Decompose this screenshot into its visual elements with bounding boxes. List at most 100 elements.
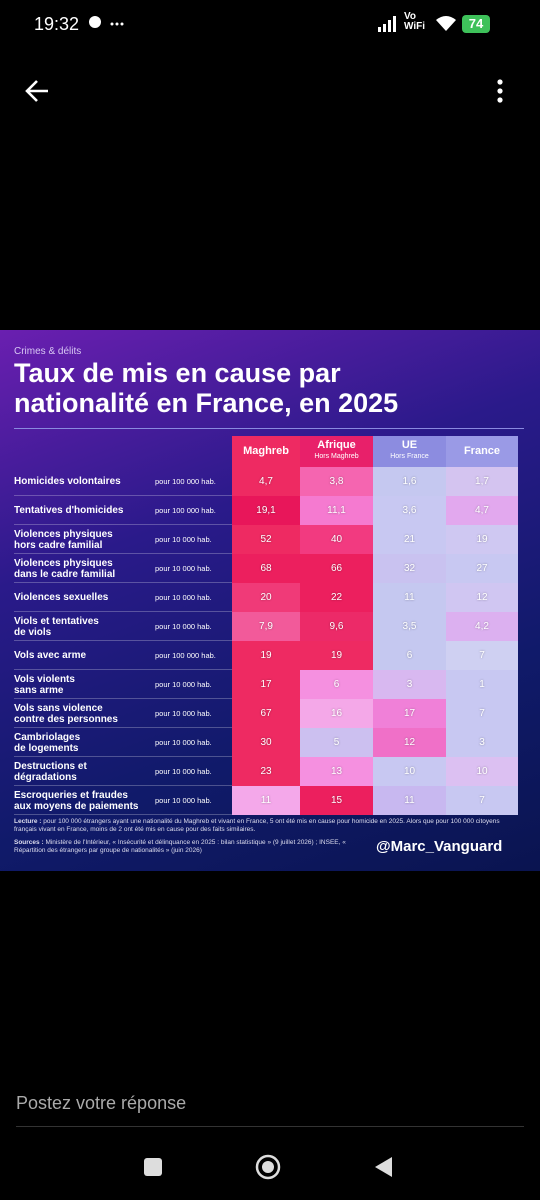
divider: [14, 428, 524, 429]
back-button[interactable]: [24, 78, 52, 104]
row-label: Viols et tentatives de viols: [14, 615, 99, 638]
row-unit: pour 100 000 hab.: [155, 506, 216, 515]
table-cell: 7,9: [232, 612, 300, 641]
row-label: Cambriolages de logements: [14, 731, 81, 754]
table-cell: 9,6: [300, 612, 373, 641]
battery: 74: [462, 15, 490, 33]
table-cell: 15: [300, 786, 373, 815]
row-label: Homicides volontaires: [14, 476, 121, 487]
table-cell: 10: [373, 757, 446, 786]
row-label: Vols avec arme: [14, 650, 87, 661]
column-name: UE: [401, 439, 418, 451]
row-label: Violences physiques dans le cadre famili…: [14, 557, 116, 580]
reading-note: Lecture : pour 100 000 étrangers ayant u…: [14, 818, 524, 834]
table-cell: 11: [232, 786, 300, 815]
column-bg: [232, 436, 300, 467]
table-cell: 10: [446, 757, 518, 786]
row-unit: pour 10 000 hab.: [155, 767, 212, 776]
table-cell: 3,6: [373, 496, 446, 525]
column-header: Afrique Hors Maghreb: [300, 436, 373, 466]
row-label: Violences physiques hors cadre familial: [14, 528, 113, 551]
row-unit: pour 10 000 hab.: [155, 680, 212, 689]
table-cell: 23: [232, 757, 300, 786]
row-label: Escroqueries et fraudes aux moyens de pa…: [14, 789, 139, 812]
table-cell: 4,2: [446, 612, 518, 641]
row-unit: pour 10 000 hab.: [155, 622, 212, 631]
back-nav-button[interactable]: [375, 1157, 392, 1177]
table-cell: 19: [446, 525, 518, 554]
table-cell: 22: [300, 583, 373, 612]
row-unit: pour 10 000 hab.: [155, 709, 212, 718]
column-header: France: [446, 436, 518, 466]
table-cell: 1: [446, 670, 518, 699]
column-subtitle: Hors Maghreb: [314, 453, 359, 460]
table-cell: 27: [446, 554, 518, 583]
column-bg: [300, 436, 373, 467]
row-unit: pour 100 000 hab.: [155, 477, 216, 486]
home-button[interactable]: [255, 1154, 281, 1180]
status-bar: 19:32 Vo WiFi 74: [0, 0, 540, 50]
sources-text: Ministère de l'Intérieur, « Insécurité e…: [14, 839, 346, 854]
sources-label: Sources :: [14, 839, 44, 846]
row-unit: pour 10 000 hab.: [155, 564, 212, 573]
row-label: Vols sans violence contre des personnes: [14, 702, 118, 725]
table-cell: 5: [300, 728, 373, 757]
table-cell: 30: [232, 728, 300, 757]
author-handle: @Marc_Vanguard: [376, 838, 503, 855]
table-cell: 17: [232, 670, 300, 699]
reply-input[interactable]: Postez votre réponse: [16, 1093, 187, 1113]
column-header: UE Hors France: [373, 436, 446, 466]
clock: 19:32: [34, 14, 80, 34]
table-cell: 7: [446, 641, 518, 670]
wifi-icon: [436, 16, 456, 31]
table-cell: 40: [300, 525, 373, 554]
column-name: France: [463, 445, 501, 457]
menu-button[interactable]: [494, 78, 506, 106]
table-cell: 19: [232, 641, 300, 670]
table-cell: 6: [373, 641, 446, 670]
row-label: Vols violents sans arme: [14, 673, 75, 696]
column-header: Maghreb: [232, 436, 300, 466]
row-label: Destructions et dégradations: [14, 760, 87, 783]
table-cell: 12: [446, 583, 518, 612]
table-cell: 19: [300, 641, 373, 670]
recents-button[interactable]: [144, 1158, 162, 1176]
table-cell: 66: [300, 554, 373, 583]
table-cell: 12: [373, 728, 446, 757]
sources: Sources : Ministère de l'Intérieur, « In…: [14, 839, 374, 855]
column-name: Maghreb: [243, 445, 289, 457]
table-cell: 3,5: [373, 612, 446, 641]
table-cell: 32: [373, 554, 446, 583]
table-cell: 1,7: [446, 467, 518, 496]
table-cell: 17: [373, 699, 446, 728]
note-label: Lecture :: [14, 818, 42, 825]
table-cell: 68: [232, 554, 300, 583]
table-cell: 6: [300, 670, 373, 699]
table-cell: 4,7: [232, 467, 300, 496]
wifi-label: Vo WiFi: [404, 11, 426, 32]
table-cell: 67: [232, 699, 300, 728]
column-subtitle: Hors France: [390, 453, 429, 460]
signal-icon: [378, 16, 396, 32]
column-name: Afrique: [317, 439, 356, 451]
table-cell: 19,1: [232, 496, 300, 525]
table-cell: 11: [373, 583, 446, 612]
table-cell: 3: [446, 728, 518, 757]
row-unit: pour 10 000 hab.: [155, 535, 212, 544]
table-cell: 16: [300, 699, 373, 728]
table-cell: 20: [232, 583, 300, 612]
table-cell: 52: [232, 525, 300, 554]
column-bg: [373, 436, 446, 467]
title: Taux de mis en cause par nationalité en …: [14, 358, 399, 418]
row-label: Violences sexuelles: [14, 592, 109, 603]
table-cell: 11: [373, 786, 446, 815]
nav-bar: [144, 1154, 392, 1180]
row-label: Tentatives d'homicides: [14, 505, 124, 516]
row-unit: pour 100 000 hab.: [155, 651, 216, 660]
row-unit: pour 10 000 hab.: [155, 593, 212, 602]
input-underline: [16, 1126, 524, 1127]
category: Crimes & délits: [14, 346, 82, 357]
column-bg: [446, 436, 518, 467]
table-cell: 7: [446, 699, 518, 728]
